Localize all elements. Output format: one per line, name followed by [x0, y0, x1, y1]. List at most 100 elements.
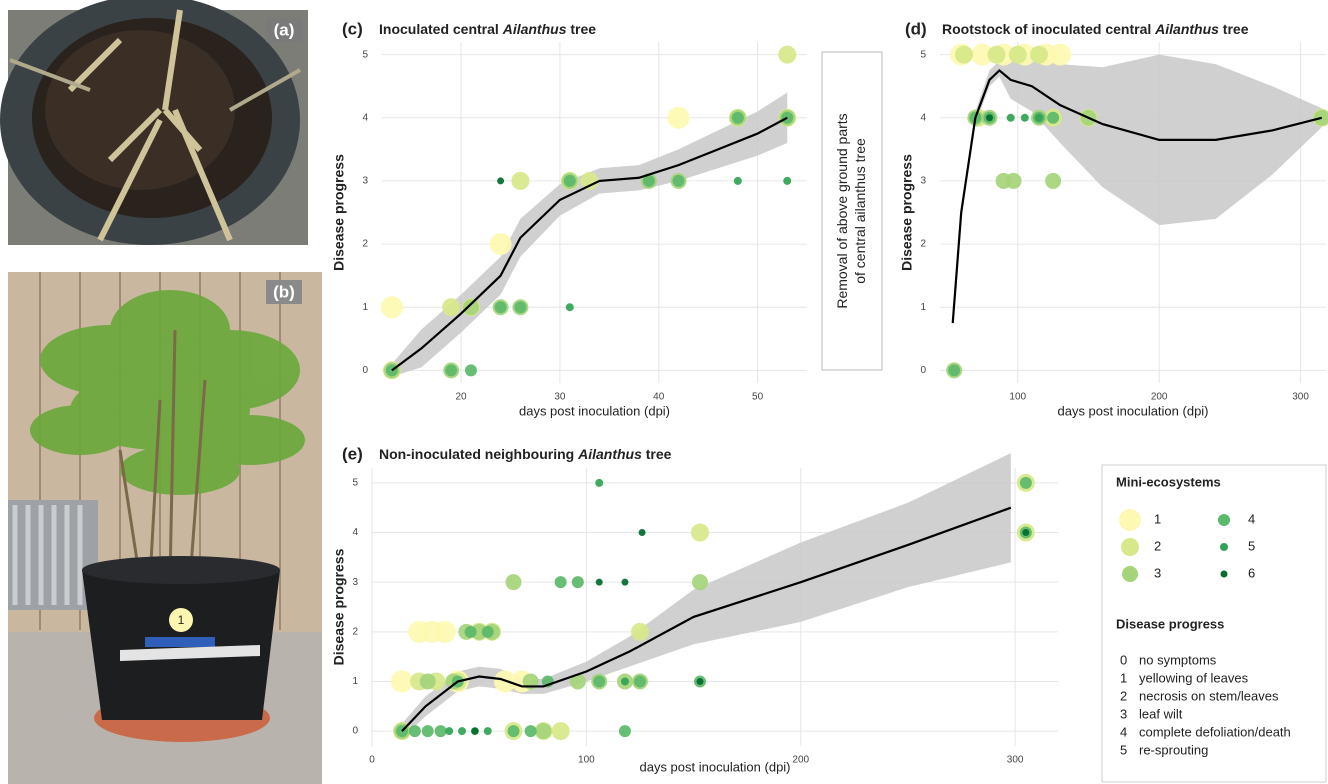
legend-title: Disease progress [1116, 616, 1224, 631]
data-point [987, 45, 1006, 64]
title-part: Ailanthus [1154, 21, 1219, 37]
y-tick-label: 1 [920, 302, 926, 313]
data-point [434, 725, 447, 738]
x-tick-label: 40 [653, 392, 665, 403]
y-tick-label: 5 [352, 478, 358, 489]
y-tick-label: 2 [920, 239, 926, 250]
data-point [464, 625, 477, 638]
x-axis-title: days post inoculation (dpi) [1057, 403, 1208, 418]
y-tick-label: 5 [362, 49, 368, 60]
data-point [511, 171, 530, 190]
data-point [731, 111, 744, 124]
y-tick-label: 1 [362, 302, 368, 313]
y-tick-label: 3 [920, 176, 926, 187]
data-point [778, 45, 797, 64]
data-point [535, 723, 552, 740]
annotation-box [821, 51, 883, 371]
legend-code: 2 [1120, 688, 1127, 703]
legend-label: no symptoms [1139, 652, 1217, 667]
data-point [1049, 43, 1072, 66]
data-point [408, 725, 421, 738]
data-point [505, 574, 522, 591]
y-tick-label: 0 [362, 365, 368, 376]
chart-title: Inoculated central Ailanthus tree [379, 21, 596, 37]
data-point [667, 106, 690, 129]
confidence-band [402, 453, 1011, 739]
x-tick-label: 300 [1007, 755, 1024, 766]
annotation-line: of central ailanthus tree [852, 138, 868, 284]
confidence-band [952, 54, 1322, 330]
y-axis-title: Disease progress [331, 154, 347, 271]
data-point [565, 303, 574, 312]
data-point [948, 364, 961, 377]
data-point [1008, 45, 1027, 64]
data-point [391, 670, 414, 693]
data-point [630, 622, 649, 641]
legend-swatch [1122, 566, 1138, 582]
data-point [638, 529, 646, 537]
x-tick-label: 100 [1009, 392, 1026, 403]
y-tick-label: 0 [920, 365, 926, 376]
y-tick-label: 2 [362, 239, 368, 250]
y-tick-label: 5 [920, 49, 926, 60]
legend-swatch [1218, 514, 1230, 526]
annotation: Removal of above ground parts of central … [834, 113, 868, 308]
data-point [1022, 529, 1030, 537]
data-point [554, 576, 567, 589]
y-tick-label: 4 [352, 527, 358, 538]
title-part: Rootstock of inoculated central [942, 21, 1155, 37]
data-point [462, 299, 479, 316]
data-point [1029, 45, 1048, 64]
data-point [783, 176, 792, 185]
legend-swatch [1220, 543, 1228, 551]
data-point [985, 114, 993, 122]
legend-label: 4 [1248, 511, 1255, 526]
data-point [481, 625, 494, 638]
data-point [1005, 172, 1022, 189]
photo-a: (a) [0, 0, 308, 245]
data-point [571, 576, 584, 589]
y-axis-title: Disease progress [899, 154, 915, 271]
legend-label: 2 [1154, 538, 1161, 553]
data-point [458, 727, 467, 736]
x-tick-label: 50 [752, 392, 764, 403]
x-tick-label: 100 [578, 755, 595, 766]
data-point [380, 296, 403, 319]
legend-label: 5 [1248, 538, 1255, 553]
smooth-line [401, 506, 1012, 732]
x-axis-title: days post inoculation (dpi) [639, 759, 790, 774]
y-tick-label: 4 [362, 112, 368, 123]
data-point [569, 673, 586, 690]
data-point [551, 722, 570, 741]
data-point [633, 675, 646, 688]
y-tick-label: 3 [362, 176, 368, 187]
confidence-band [391, 92, 788, 377]
legend-swatch [1220, 570, 1228, 578]
title-part: tree [566, 21, 596, 37]
panel-tag: (e) [342, 444, 363, 463]
data-point [595, 578, 603, 586]
legend-label: yellowing of leaves [1139, 670, 1249, 685]
data-point [690, 523, 709, 542]
data-point [696, 677, 704, 685]
legend-title: Mini-ecosystems [1116, 474, 1221, 489]
legend-label: necrosis on stem/leaves [1139, 688, 1279, 703]
y-tick-label: 0 [352, 726, 358, 737]
legend-label: 6 [1248, 565, 1255, 580]
photo-b: 1 (b) [8, 272, 322, 784]
x-tick-label: 30 [554, 392, 566, 403]
y-axis-title: Disease progress [331, 548, 347, 665]
panel-tag: (d) [905, 19, 927, 38]
data-point [1019, 476, 1032, 489]
legend-label: 3 [1154, 565, 1161, 580]
data-point [1020, 113, 1029, 122]
y-tick-label: 3 [352, 577, 358, 588]
title-part: Inoculated central [379, 21, 503, 37]
legend-code: 5 [1120, 742, 1127, 757]
legend-code: 3 [1120, 706, 1127, 721]
panel-tag: (c) [342, 19, 363, 38]
data-point [445, 727, 454, 736]
data-point [483, 727, 492, 736]
legend-label: complete defoliation/death [1139, 724, 1291, 739]
data-point [620, 677, 629, 686]
